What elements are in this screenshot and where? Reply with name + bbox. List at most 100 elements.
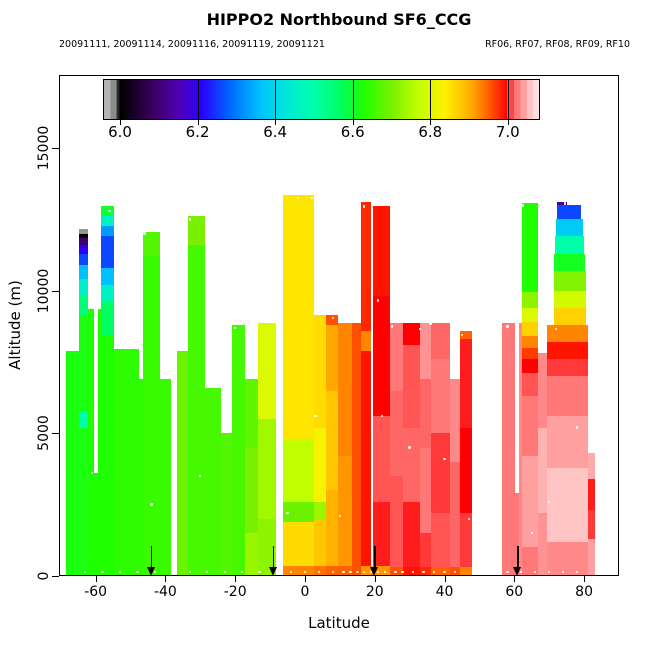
track-point-dot [83,570,87,574]
heatmap-cell [459,513,473,568]
heatmap-cell [547,416,588,468]
heatmap-cell [556,219,583,237]
heatmap-cell [522,203,539,293]
x-axis-tick-label: 60 [505,584,524,600]
heatmap-cell [101,206,114,217]
colorbar-tick [197,120,199,125]
heatmap-cell [547,324,588,343]
heatmap-cell [325,490,339,566]
heatmap-cell [459,339,473,428]
x-axis-tick [514,576,516,582]
x-axis-tick [584,576,586,582]
track-point-dot [150,503,153,506]
track-point-dot [443,570,446,574]
colorbar-tick [120,120,122,125]
heatmap-cell [78,253,88,265]
track-point-dot [467,517,471,521]
x-axis-tick-label: -40 [153,584,177,600]
heatmap-cell [93,473,99,576]
track-point-dot [286,512,289,515]
track-point-dot [90,472,94,475]
heatmap-cell [143,231,160,257]
y-axis-tick [52,148,59,149]
track-point-dot [394,570,397,574]
track-point-dot [422,570,425,574]
heatmap-cell [258,518,276,576]
y-axis-tick-label: 0 [36,571,52,581]
track-point-dot [199,474,202,478]
heatmap-cell [538,427,548,514]
y-axis-tick-label: 5000 [36,415,52,452]
heatmap-cell [420,447,431,534]
track-point-dot [521,204,525,207]
heatmap-cell [101,226,114,237]
heatmap-cell [338,566,353,576]
heatmap-cell [78,229,88,234]
heatmap-cell [325,324,339,391]
colorbar-tick-line [507,79,509,120]
x-axis-label: Latitude [308,614,370,632]
heatmap-cell [459,427,473,514]
track-point-dot [506,570,509,574]
heatmap-cell [78,237,88,245]
heatmap-cell [547,342,588,360]
heatmap-cell [522,396,539,457]
colorbar-tick-line [275,79,277,120]
track-point-dot [554,327,558,331]
heatmap-cell [283,521,314,566]
profile-arrow-head [370,567,379,576]
heatmap-cell [205,387,221,576]
colorbar-tick-line [120,79,122,120]
track-point-dot [136,570,139,574]
heatmap-cell [420,533,431,568]
heatmap-cell [372,206,391,297]
x-axis-tick-label: -60 [84,584,108,600]
track-point-dot [506,325,509,328]
heatmap-cell [547,467,588,542]
track-point-dot [188,218,192,221]
track-point-dot [331,316,335,319]
track-point-dot [143,232,146,235]
heatmap-cell [554,270,586,291]
colorbar-tick [352,120,354,125]
colorbar-tick [430,120,432,125]
heatmap-cell [244,447,259,534]
heatmap-cell [430,322,450,360]
track-point-dot [317,570,321,574]
y-axis-tick [52,576,59,577]
y-axis-label: Altitude (m) [6,280,24,370]
x-axis-tick-label: -20 [223,584,247,600]
track-point-dot [101,570,104,574]
colorbar-tick-line [352,79,354,120]
heatmap-cell [352,322,361,576]
heatmap-cell [372,296,391,417]
heatmap-cell [244,379,259,448]
track-point-dot [575,570,579,574]
heatmap-cell [420,379,431,448]
track-point-dot [118,570,122,574]
track-point-dot [349,570,352,574]
heatmap-cell [430,359,450,434]
heatmap-cell [101,336,114,576]
track-point-dot [460,333,464,337]
heatmap-cell [554,253,586,271]
track-point-dot [240,570,244,574]
heatmap-cell [101,302,114,337]
profile-arrow [272,546,275,568]
heatmap-cell [101,267,114,285]
heatmap-cell [187,245,206,576]
heatmap-cell [372,416,391,502]
heatmap-cell [390,322,403,391]
colorbar-tick [275,120,277,125]
profile-arrow [150,546,153,568]
heatmap-cell [522,547,539,576]
track-point-dot [223,570,226,574]
heatmap-cell [138,379,144,576]
profile-arrow [373,546,376,568]
heatmap-cell [360,566,371,576]
heatmap-cell [78,264,88,280]
heatmap-cell [78,279,88,297]
heatmap-cell [98,309,102,576]
heatmap-cell [522,292,539,308]
